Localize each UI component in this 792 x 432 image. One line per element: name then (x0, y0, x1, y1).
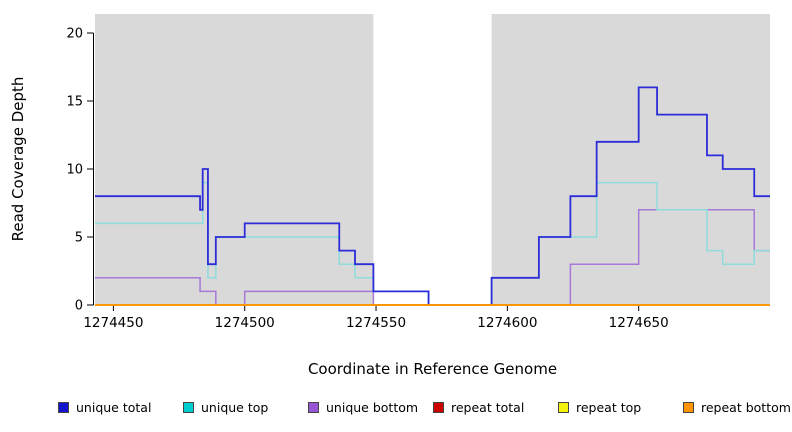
legend-item-unique-total: unique total (58, 400, 183, 415)
legend-swatch-unique-total (58, 402, 69, 413)
y-axis-title: Read Coverage Depth (9, 76, 27, 242)
x-tick-label: 1274600 (477, 315, 537, 331)
shaded-region (95, 14, 374, 305)
legend-item-repeat-bottom: repeat bottom (683, 400, 791, 415)
x-axis-title: Coordinate in Reference Genome (307, 360, 558, 378)
y-tick-label: 10 (66, 163, 83, 178)
y-tick-label: 20 (66, 27, 83, 42)
legend: unique total unique top unique bottom repea… (58, 400, 791, 415)
x-tick-label: 1274550 (346, 315, 406, 331)
legend-swatch-repeat-top (558, 402, 569, 413)
y-tick-label: 5 (75, 231, 83, 246)
legend-item-repeat-top: repeat top (558, 400, 683, 415)
legend-label-unique-top: unique top (201, 400, 269, 415)
legend-label-unique-bottom: unique bottom (326, 400, 419, 415)
x-tick-label: 1274450 (83, 315, 143, 331)
x-tick-label: 1274650 (609, 315, 669, 331)
y-tick-label: 0 (75, 299, 83, 314)
legend-swatch-unique-bottom (308, 402, 319, 413)
coverage-chart-svg: 0 5 10 15 20 1274450 1274500 1274550 1274600 1274… (66, 14, 770, 331)
shaded-region (491, 14, 770, 305)
legend-label-repeat-total: repeat total (451, 400, 525, 415)
x-tick-label: 1274500 (215, 315, 275, 331)
legend-item-repeat-total: repeat total (433, 400, 558, 415)
legend-item-unique-top: unique top (183, 400, 308, 415)
y-tick-label: 15 (66, 95, 83, 110)
legend-label-unique-total: unique total (76, 400, 152, 415)
legend-swatch-unique-top (183, 402, 194, 413)
legend-swatch-repeat-total (433, 402, 444, 413)
legend-item-unique-bottom: unique bottom (308, 400, 433, 415)
legend-label-repeat-top: repeat top (576, 400, 642, 415)
legend-swatch-repeat-bottom (683, 402, 694, 413)
legend-label-repeat-bottom: repeat bottom (701, 400, 791, 415)
